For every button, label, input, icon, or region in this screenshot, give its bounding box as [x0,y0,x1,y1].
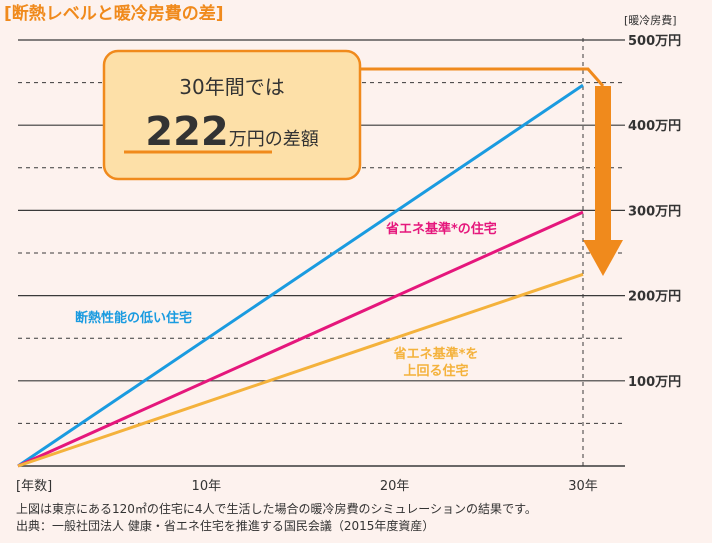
x-tick-label: 30年 [568,479,598,494]
x-tick-label: 10年 [192,479,222,494]
callout-amount: 222 [145,109,229,155]
y-tick-label: 400万円 [628,119,681,134]
series-lines [17,83,584,468]
callout-unit: 万円 [229,129,265,150]
footnote-1: 上図は東京にある120㎡の住宅に4人で生活した場合の暖冷房費のシミュレーションの… [16,501,537,516]
difference-connector [360,67,605,87]
x-axis-label: [年数] [16,479,52,494]
x-tick-label: 20年 [380,479,410,494]
series-label: 省エネ基準*の住宅 [385,221,497,237]
callout-amount-line: 222万円の差額 [145,109,319,155]
footnote-2: 出典：一般社団法人 健康・省エネ住宅を推進する国民会議（2015年度資産） [16,518,434,533]
difference-arrow-head [583,240,623,276]
series-line [17,83,584,468]
callout-box [102,49,362,181]
y-tick-label: 500万円 [628,34,681,49]
series-label: 断熱性能の低い住宅 [75,310,192,326]
y-axis-label: [暖冷房費] [624,13,677,27]
series-label: 省エネ基準*を [393,346,479,362]
series-label: 上回る住宅 [403,363,468,379]
series-line [17,210,584,468]
y-tick-label: 300万円 [628,204,681,219]
chart-title: [断熱レベルと暖冷房費の差] [4,3,224,24]
y-tick-label: 100万円 [628,375,681,390]
series-line [17,272,584,468]
x-tick-labels: 10年 20年 30年 [192,479,598,494]
difference-callout: 30年間では 222万円の差額 [102,49,362,181]
callout-suffix: の差額 [265,129,319,150]
y-tick-labels: 100万円 200万円 300万円 400万円 500万円 [628,34,681,390]
difference-arrow-shaft [595,86,611,244]
callout-line1: 30年間では [179,75,284,99]
y-tick-label: 200万円 [628,290,681,305]
